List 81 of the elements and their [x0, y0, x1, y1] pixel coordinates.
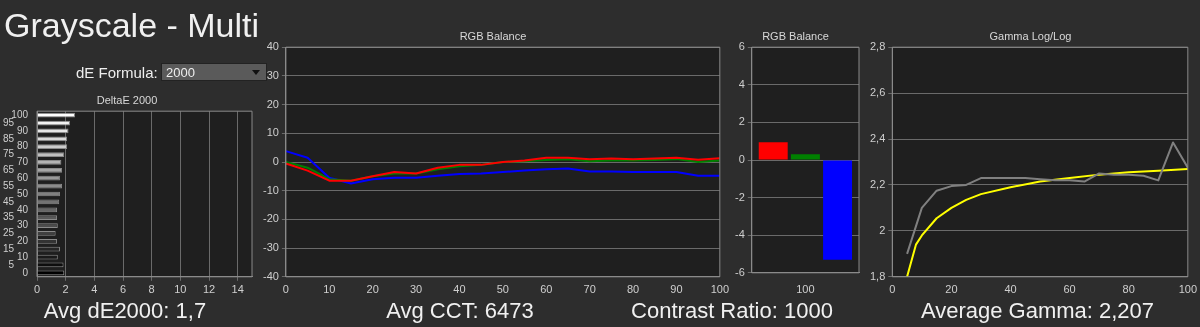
- y-tick-label: -2: [735, 190, 745, 203]
- x-tick-label: 50: [496, 283, 509, 296]
- y-tick-label: -40: [262, 269, 279, 282]
- y-tick-label: 30: [16, 219, 29, 231]
- x-tick-label: 0: [282, 283, 289, 296]
- y-tick-label: 6: [738, 40, 745, 53]
- x-tick-label: 20: [366, 283, 379, 296]
- text: Grayscale - Multi: [4, 6, 260, 45]
- y-tick-label: 2,4: [869, 132, 886, 145]
- y-tick-label: 2: [879, 223, 886, 236]
- y-tick-label: 50: [16, 187, 29, 199]
- x-tick-label: 6: [119, 283, 127, 296]
- y-tick-label: 4: [738, 77, 745, 90]
- x-tick-label: 80: [1122, 283, 1135, 296]
- y-tick-label: 40: [266, 40, 279, 53]
- x-tick-label: 40: [1004, 283, 1017, 296]
- y-tick-label: 2: [738, 115, 745, 128]
- y-tick-label: 85: [3, 132, 15, 144]
- x-tick-label: 40: [453, 283, 466, 296]
- x-tick-label: 60: [540, 283, 553, 296]
- y-tick-label: -20: [262, 212, 279, 225]
- x-tick-label: 60: [1063, 283, 1076, 296]
- y-tick-label: 10: [16, 250, 29, 262]
- chart-title: Gamma Log/Log: [989, 29, 1072, 42]
- y-tick-label: 15: [3, 242, 15, 254]
- y-tick-label: 40: [16, 203, 29, 215]
- y-tick-label: 70: [16, 156, 29, 168]
- y-tick-label: 1,8: [869, 269, 886, 282]
- x-tick-label: 100: [796, 283, 815, 296]
- y-tick-label: 5: [8, 258, 15, 270]
- y-tick-label: -30: [262, 241, 279, 254]
- text: Avg dE2000: 1,7: [42, 298, 208, 325]
- x-tick-label: 20: [945, 283, 958, 296]
- x-tick-label: 90: [670, 283, 683, 296]
- chart-title: RGB Balance: [762, 29, 829, 42]
- bar: [758, 142, 788, 160]
- y-tick-label: 90: [16, 124, 29, 136]
- x-tick-label: 12: [202, 283, 216, 296]
- text: dE Formula:: [76, 64, 158, 81]
- x-tick-label: 100: [1178, 283, 1197, 296]
- x-tick-label: 30: [409, 283, 423, 296]
- y-tick-label: 0: [272, 155, 279, 168]
- y-tick-label: 45: [3, 195, 15, 207]
- y-tick-label: 2,8: [869, 40, 886, 53]
- y-tick-label: 25: [3, 227, 15, 239]
- y-tick-label: 60: [16, 171, 29, 183]
- y-tick-label: 0: [22, 266, 29, 278]
- text: Avg CCT: 6473: [385, 298, 535, 325]
- y-tick-label: 55: [3, 179, 15, 191]
- y-tick-label: 0: [738, 153, 745, 166]
- y-tick-label: 20: [266, 97, 279, 110]
- y-tick-label: 65: [3, 164, 15, 176]
- x-tick-label: 0: [33, 283, 41, 296]
- y-tick-label: -6: [735, 265, 745, 278]
- y-tick-label: 35: [3, 211, 15, 223]
- x-tick-label: 14: [231, 283, 244, 296]
- y-tick-label: 2,2: [869, 177, 886, 190]
- text: Contrast Ratio: 1000: [630, 298, 834, 325]
- bar: [790, 154, 820, 160]
- x-tick-label: 2: [62, 283, 69, 296]
- x-tick-label: 0: [889, 283, 896, 296]
- x-tick-label: 10: [323, 283, 336, 296]
- text: 2000: [161, 63, 267, 81]
- x-tick-label: 80: [626, 283, 640, 296]
- y-tick-label: 30: [266, 68, 279, 81]
- bar: [823, 160, 853, 260]
- x-tick-label: 8: [148, 283, 155, 296]
- chart-title: DeltaE 2000: [96, 93, 158, 106]
- x-tick-label: 10: [174, 283, 187, 296]
- y-tick-label: 20: [16, 235, 29, 247]
- y-tick-label: 80: [16, 140, 29, 152]
- y-tick-label: 75: [3, 148, 15, 160]
- text: Average Gamma: 2,207: [919, 298, 1156, 325]
- x-tick-label: 4: [91, 283, 98, 296]
- chart-title: RGB Balance: [459, 29, 527, 42]
- y-tick-label: -4: [735, 228, 745, 241]
- x-tick-label: 70: [583, 283, 596, 296]
- x-tick-label: 100: [710, 283, 729, 296]
- y-tick-label: -10: [262, 183, 279, 196]
- y-tick-label: 2,6: [869, 86, 886, 99]
- y-tick-label: 10: [266, 126, 279, 139]
